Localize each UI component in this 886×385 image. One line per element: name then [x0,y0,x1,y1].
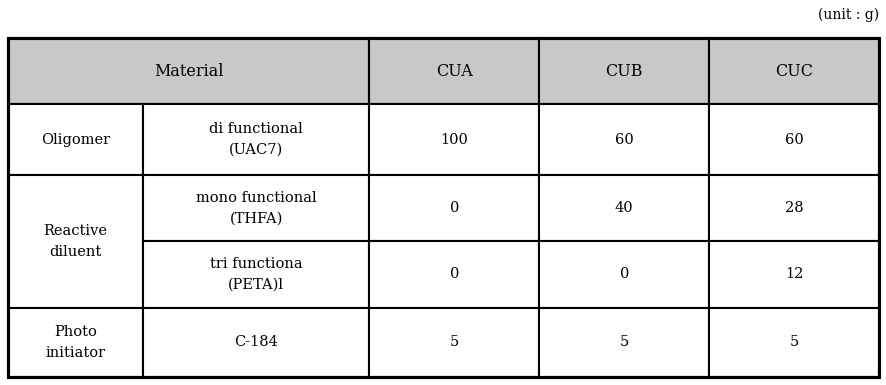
Text: C-184: C-184 [234,335,278,349]
Text: Photo
initiator: Photo initiator [45,325,105,360]
Text: 5: 5 [449,335,458,349]
Text: tri functiona
(PETA)l: tri functiona (PETA)l [210,257,302,292]
Bar [539,308,708,377]
Text: 5: 5 [619,335,628,349]
Text: Material: Material [154,62,223,80]
Bar [539,104,708,175]
Text: (unit : g): (unit : g) [817,8,878,22]
Text: di functional
(UAC7): di functional (UAC7) [209,122,303,157]
Bar [539,38,708,104]
Text: 40: 40 [614,201,633,215]
Text: Oligomer: Oligomer [41,133,110,147]
Bar [539,175,708,241]
Text: 60: 60 [784,133,803,147]
Text: 28: 28 [784,201,803,215]
Text: 0: 0 [618,268,628,281]
Bar [369,308,539,377]
Text: CUA: CUA [436,62,472,80]
Bar [708,38,878,104]
Text: 0: 0 [449,268,459,281]
Bar [8,38,878,377]
Text: CUC: CUC [774,62,812,80]
Bar [8,308,143,377]
Text: mono functional
(THFA): mono functional (THFA) [196,191,316,226]
Text: 60: 60 [614,133,633,147]
Bar [143,104,369,175]
Text: 0: 0 [449,201,459,215]
Text: 12: 12 [784,268,803,281]
Text: 5: 5 [789,335,797,349]
Bar [708,241,878,308]
Bar [369,38,539,104]
Text: 100: 100 [440,133,468,147]
Bar [369,241,539,308]
Bar [369,175,539,241]
Text: Reactive
diluent: Reactive diluent [43,224,107,259]
Bar [143,308,369,377]
Bar [708,104,878,175]
Bar [708,308,878,377]
Bar [708,175,878,241]
Bar [8,104,143,175]
Text: CUB: CUB [605,62,642,80]
Bar [369,104,539,175]
Bar [539,241,708,308]
Bar [8,175,143,308]
Bar [143,175,369,241]
Bar [143,241,369,308]
Bar [8,38,369,104]
